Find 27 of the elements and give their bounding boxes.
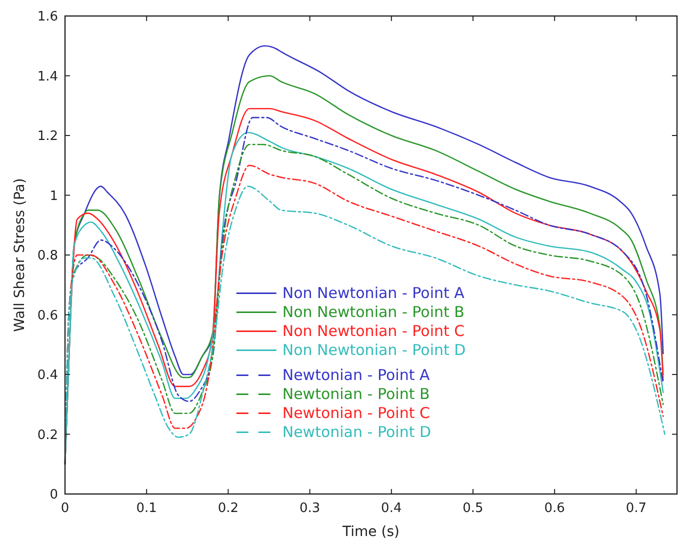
y-tick-label: 0	[50, 488, 58, 502]
legend-label: Newtonian - Point C	[282, 404, 430, 422]
y-tick-label: 1.4	[37, 69, 58, 84]
y-tick-label: 0.8	[37, 248, 58, 264]
legend-label: Non Newtonian - Point D	[282, 341, 466, 360]
x-tick-label: 0.3	[299, 501, 320, 516]
x-tick-label: 0.7	[626, 501, 647, 516]
y-tick-label: 0.6	[37, 308, 58, 324]
legend-label: Non Newtonian - Point B	[282, 303, 464, 322]
x-tick-label: 0	[60, 501, 70, 516]
x-tick-label: 0.5	[462, 501, 484, 516]
legend-label: Newtonian - Point B	[282, 385, 430, 404]
x-tick-label: 0.4	[381, 501, 402, 516]
y-axis-title: Wall Shear Stress (Pa)	[12, 178, 28, 332]
y-tick-label: 1.6	[37, 10, 58, 24]
legend-label: Non Newtonian - Point C	[282, 322, 465, 340]
x-tick-label: 0.6	[544, 501, 565, 516]
legend-label: Newtonian - Point A	[282, 366, 430, 384]
legend-label: Newtonian - Point D	[282, 423, 432, 442]
y-tick-label: 1	[50, 188, 58, 204]
y-tick-label: 0.4	[37, 368, 58, 383]
x-tick-label: 0.1	[136, 501, 157, 516]
x-axis-title: Time (s)	[342, 524, 400, 540]
y-tick-label: 1.2	[37, 129, 58, 144]
legend-label: Non Newtonian - Point A	[282, 284, 466, 302]
x-tick-label: 0.2	[218, 501, 239, 516]
y-tick-label: 0.2	[37, 428, 58, 443]
